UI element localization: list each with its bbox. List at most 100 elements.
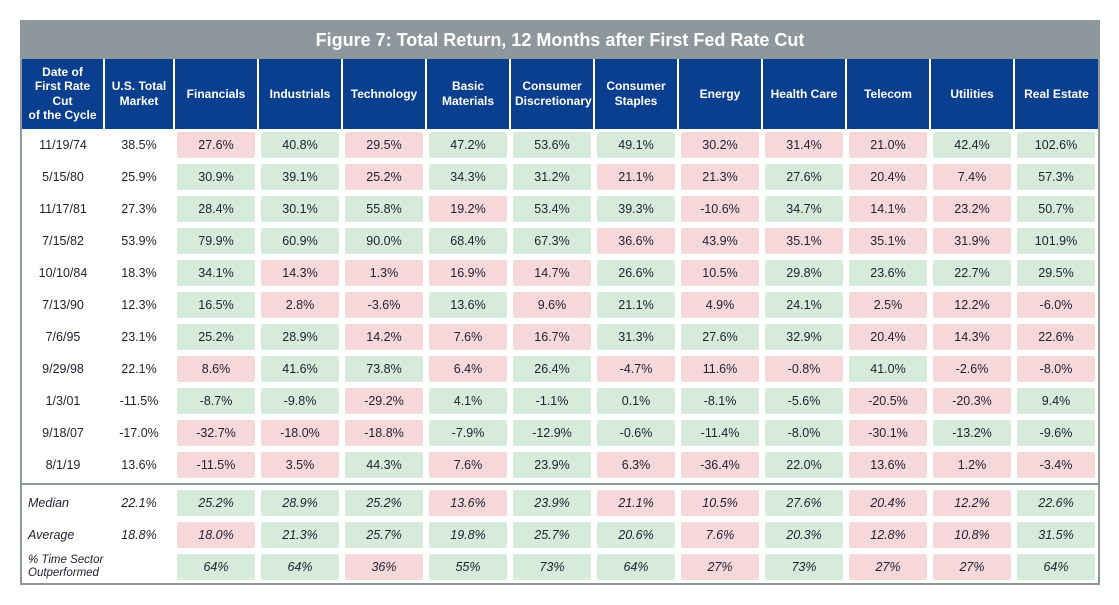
- sector-cell: 47.2%: [426, 129, 510, 161]
- sector-cell: 90.0%: [342, 225, 426, 257]
- sector-cell: 27%: [846, 551, 930, 583]
- column-header: Date ofFirst Rate Cutof the Cycle: [22, 59, 104, 129]
- table-row: 9/18/07-17.0%-32.7%-18.0%-18.8%-7.9%-12.…: [22, 417, 1098, 449]
- sector-cell: -0.8%: [762, 353, 846, 385]
- market-value: 53.9%: [104, 225, 174, 257]
- sector-cell: -9.8%: [258, 385, 342, 417]
- column-header: Financials: [174, 59, 258, 129]
- sector-cell: 73%: [762, 551, 846, 583]
- sector-cell: 22.0%: [762, 449, 846, 481]
- sector-cell: 19.8%: [426, 519, 510, 551]
- market-value: [104, 551, 174, 583]
- table-row: 9/29/9822.1%8.6%41.6%73.8%6.4%26.4%-4.7%…: [22, 353, 1098, 385]
- sector-cell: 40.8%: [258, 129, 342, 161]
- sector-cell: 9.4%: [1014, 385, 1098, 417]
- sector-cell: 21.1%: [594, 289, 678, 321]
- sector-cell: 32.9%: [762, 321, 846, 353]
- sector-cell: 64%: [1014, 551, 1098, 583]
- sector-cell: -0.6%: [594, 417, 678, 449]
- sector-cell: 23.6%: [846, 257, 930, 289]
- market-value: 23.1%: [104, 321, 174, 353]
- sector-cell: 7.6%: [426, 449, 510, 481]
- column-header: Energy: [678, 59, 762, 129]
- sector-cell: 23.9%: [510, 487, 594, 519]
- sector-cell: 7.4%: [930, 161, 1014, 193]
- sector-cell: 29.8%: [762, 257, 846, 289]
- sector-cell: 20.4%: [846, 321, 930, 353]
- sector-cell: 31.9%: [930, 225, 1014, 257]
- table-row: 7/13/9012.3%16.5%2.8%-3.6%13.6%9.6%21.1%…: [22, 289, 1098, 321]
- figure-title: Figure 7: Total Return, 12 Months after …: [22, 22, 1098, 59]
- sector-cell: 27%: [930, 551, 1014, 583]
- sector-cell: 6.4%: [426, 353, 510, 385]
- table-row: 10/10/8418.3%34.1%14.3%1.3%16.9%14.7%26.…: [22, 257, 1098, 289]
- sector-cell: 7.6%: [678, 519, 762, 551]
- sector-cell: 27.6%: [174, 129, 258, 161]
- market-value: 13.6%: [104, 449, 174, 481]
- sector-cell: -20.5%: [846, 385, 930, 417]
- market-value: -11.5%: [104, 385, 174, 417]
- sector-cell: 26.6%: [594, 257, 678, 289]
- sector-cell: 14.3%: [930, 321, 1014, 353]
- table-body: 11/19/7438.5%27.6%40.8%29.5%47.2%53.6%49…: [22, 129, 1098, 583]
- outperform-row: % Time SectorOutperformed64%64%36%55%73%…: [22, 551, 1098, 583]
- sector-cell: 20.6%: [594, 519, 678, 551]
- sector-cell: 26.4%: [510, 353, 594, 385]
- column-header: Technology: [342, 59, 426, 129]
- sector-cell: 101.9%: [1014, 225, 1098, 257]
- header-row: Date ofFirst Rate Cutof the CycleU.S. To…: [22, 59, 1098, 129]
- sector-cell: -8.0%: [1014, 353, 1098, 385]
- sector-cell: 22.6%: [1014, 487, 1098, 519]
- sector-cell: 20.4%: [846, 161, 930, 193]
- market-value: 38.5%: [104, 129, 174, 161]
- sector-cell: 30.1%: [258, 193, 342, 225]
- table-row: Median22.1%25.2%28.9%25.2%13.6%23.9%21.1…: [22, 487, 1098, 519]
- sector-cell: 29.5%: [342, 129, 426, 161]
- sector-cell: 4.9%: [678, 289, 762, 321]
- row-label: % Time SectorOutperformed: [22, 551, 104, 583]
- sector-cell: 64%: [594, 551, 678, 583]
- sector-cell: 27.6%: [678, 321, 762, 353]
- sector-cell: 0.1%: [594, 385, 678, 417]
- sector-cell: 25.2%: [342, 487, 426, 519]
- sector-cell: 43.9%: [678, 225, 762, 257]
- table-row: Average18.8%18.0%21.3%25.7%19.8%25.7%20.…: [22, 519, 1098, 551]
- sector-cell: -30.1%: [846, 417, 930, 449]
- sector-cell: -3.4%: [1014, 449, 1098, 481]
- sector-cell: 49.1%: [594, 129, 678, 161]
- sector-cell: 16.7%: [510, 321, 594, 353]
- table-row: 8/1/1913.6%-11.5%3.5%44.3%7.6%23.9%6.3%-…: [22, 449, 1098, 481]
- sector-cell: 25.2%: [342, 161, 426, 193]
- table-row: 1/3/01-11.5%-8.7%-9.8%-29.2%4.1%-1.1%0.1…: [22, 385, 1098, 417]
- market-value: 18.8%: [104, 519, 174, 551]
- sector-cell: 21.1%: [594, 487, 678, 519]
- sector-cell: -20.3%: [930, 385, 1014, 417]
- column-header: Industrials: [258, 59, 342, 129]
- sector-cell: -36.4%: [678, 449, 762, 481]
- sector-cell: 14.1%: [846, 193, 930, 225]
- sector-cell: 12.8%: [846, 519, 930, 551]
- sector-cell: 12.2%: [930, 289, 1014, 321]
- table-row: 7/6/9523.1%25.2%28.9%14.2%7.6%16.7%31.3%…: [22, 321, 1098, 353]
- row-label: 8/1/19: [22, 449, 104, 481]
- sector-cell: 39.1%: [258, 161, 342, 193]
- sector-cell: -5.6%: [762, 385, 846, 417]
- sector-cell: 7.6%: [426, 321, 510, 353]
- sector-cell: 14.3%: [258, 257, 342, 289]
- sector-cell: 2.8%: [258, 289, 342, 321]
- returns-table: Date ofFirst Rate Cutof the CycleU.S. To…: [22, 59, 1098, 583]
- sector-cell: 36%: [342, 551, 426, 583]
- sector-cell: 31.4%: [762, 129, 846, 161]
- sector-cell: 1.3%: [342, 257, 426, 289]
- sector-cell: 10.5%: [678, 257, 762, 289]
- sector-cell: -11.5%: [174, 449, 258, 481]
- sector-cell: 35.1%: [846, 225, 930, 257]
- sector-cell: -18.0%: [258, 417, 342, 449]
- sector-cell: -10.6%: [678, 193, 762, 225]
- sector-cell: 25.7%: [510, 519, 594, 551]
- sector-cell: 30.9%: [174, 161, 258, 193]
- table-row: 11/17/8127.3%28.4%30.1%55.8%19.2%53.4%39…: [22, 193, 1098, 225]
- sector-cell: 27.6%: [762, 487, 846, 519]
- sector-cell: 64%: [174, 551, 258, 583]
- sector-cell: 20.3%: [762, 519, 846, 551]
